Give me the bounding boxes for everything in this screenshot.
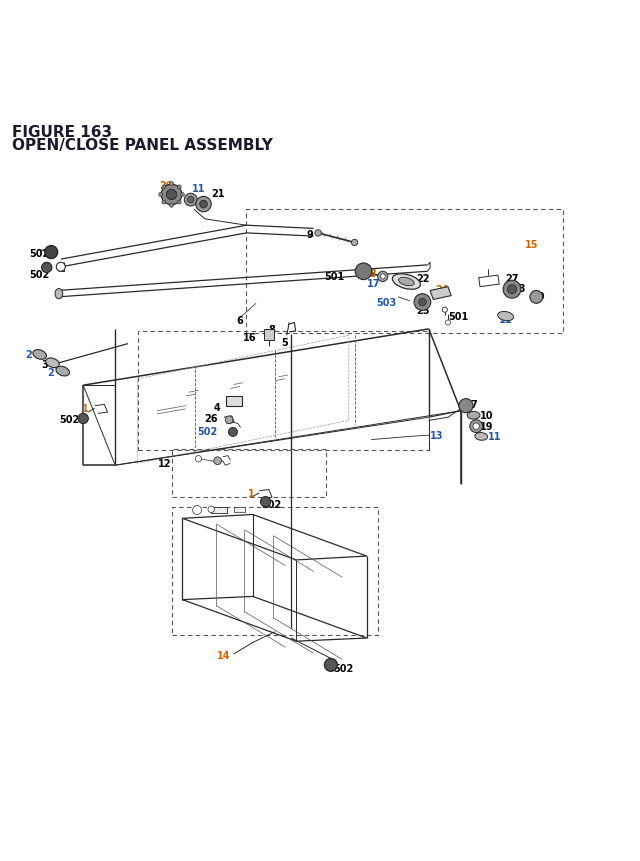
Circle shape bbox=[470, 420, 483, 433]
Text: 9: 9 bbox=[538, 291, 545, 301]
Text: 8: 8 bbox=[268, 325, 275, 334]
Circle shape bbox=[200, 201, 207, 208]
Circle shape bbox=[170, 183, 173, 186]
Bar bbox=[211, 507, 227, 514]
Circle shape bbox=[228, 428, 237, 437]
Polygon shape bbox=[430, 288, 451, 300]
Circle shape bbox=[324, 659, 337, 672]
Circle shape bbox=[78, 414, 88, 424]
Circle shape bbox=[315, 231, 321, 237]
Circle shape bbox=[196, 197, 211, 213]
Circle shape bbox=[473, 424, 479, 430]
Text: 16: 16 bbox=[243, 333, 256, 343]
Text: 502: 502 bbox=[60, 415, 80, 424]
Ellipse shape bbox=[475, 433, 488, 441]
Text: 20: 20 bbox=[159, 181, 173, 190]
Text: 501: 501 bbox=[448, 312, 468, 322]
Text: 3: 3 bbox=[41, 360, 48, 369]
Circle shape bbox=[214, 457, 221, 465]
Text: 26: 26 bbox=[204, 414, 218, 424]
Text: 502: 502 bbox=[197, 427, 218, 437]
Circle shape bbox=[162, 186, 166, 189]
Text: 502: 502 bbox=[29, 249, 49, 258]
Text: 15: 15 bbox=[525, 240, 538, 250]
Text: 14: 14 bbox=[217, 651, 230, 660]
Text: 25: 25 bbox=[416, 306, 429, 315]
Text: 4: 4 bbox=[214, 402, 221, 412]
Text: 24: 24 bbox=[435, 285, 449, 294]
Circle shape bbox=[177, 201, 181, 205]
Circle shape bbox=[442, 307, 447, 313]
Circle shape bbox=[225, 417, 233, 424]
Text: 27: 27 bbox=[506, 273, 519, 283]
Text: 23: 23 bbox=[512, 283, 525, 294]
Text: 13: 13 bbox=[430, 430, 444, 441]
Bar bbox=[264, 330, 274, 341]
Circle shape bbox=[159, 194, 163, 197]
Text: 502: 502 bbox=[29, 270, 49, 280]
Bar bbox=[234, 507, 245, 512]
Circle shape bbox=[195, 456, 202, 462]
Circle shape bbox=[380, 275, 385, 280]
Circle shape bbox=[445, 320, 451, 325]
Circle shape bbox=[177, 186, 181, 189]
Ellipse shape bbox=[467, 412, 480, 419]
Text: 12: 12 bbox=[158, 458, 172, 468]
Circle shape bbox=[208, 506, 214, 513]
Ellipse shape bbox=[392, 275, 420, 290]
Circle shape bbox=[184, 194, 197, 207]
Text: 11: 11 bbox=[499, 315, 513, 325]
Text: 2: 2 bbox=[25, 350, 32, 360]
Circle shape bbox=[170, 204, 173, 208]
Circle shape bbox=[45, 246, 58, 259]
Circle shape bbox=[162, 201, 166, 205]
Text: 9: 9 bbox=[307, 230, 314, 240]
Ellipse shape bbox=[56, 367, 70, 376]
Circle shape bbox=[419, 299, 426, 307]
Text: 1: 1 bbox=[81, 403, 88, 413]
Circle shape bbox=[260, 497, 271, 507]
Circle shape bbox=[188, 197, 194, 203]
Text: 19: 19 bbox=[480, 421, 493, 431]
Ellipse shape bbox=[498, 312, 513, 321]
Circle shape bbox=[166, 190, 177, 201]
Text: 502: 502 bbox=[333, 663, 353, 673]
Circle shape bbox=[508, 285, 516, 294]
Text: 5: 5 bbox=[281, 338, 288, 348]
Circle shape bbox=[459, 400, 473, 413]
Bar bbox=[226, 397, 242, 406]
Text: 6: 6 bbox=[237, 315, 244, 325]
Text: 17: 17 bbox=[367, 278, 381, 288]
Circle shape bbox=[530, 291, 543, 304]
Circle shape bbox=[351, 240, 358, 246]
Text: OPEN/CLOSE PANEL ASSEMBLY: OPEN/CLOSE PANEL ASSEMBLY bbox=[12, 138, 273, 152]
Text: 503: 503 bbox=[376, 298, 397, 307]
Circle shape bbox=[56, 263, 65, 272]
Text: 22: 22 bbox=[416, 273, 429, 283]
Ellipse shape bbox=[33, 350, 47, 360]
Text: 11: 11 bbox=[488, 432, 502, 442]
Ellipse shape bbox=[45, 358, 60, 369]
Ellipse shape bbox=[55, 289, 63, 300]
Text: 2: 2 bbox=[47, 368, 54, 378]
Text: 11: 11 bbox=[192, 184, 205, 194]
Circle shape bbox=[193, 506, 202, 515]
Text: FIGURE 163: FIGURE 163 bbox=[12, 125, 111, 140]
Text: 10: 10 bbox=[480, 410, 493, 420]
Circle shape bbox=[355, 263, 372, 281]
Text: 7: 7 bbox=[470, 400, 477, 410]
Circle shape bbox=[378, 272, 388, 282]
Text: 21: 21 bbox=[211, 189, 225, 199]
Text: 1: 1 bbox=[248, 488, 255, 499]
Ellipse shape bbox=[399, 278, 414, 287]
Circle shape bbox=[503, 281, 521, 299]
Text: 18: 18 bbox=[364, 269, 378, 279]
Circle shape bbox=[161, 185, 182, 206]
Circle shape bbox=[414, 294, 431, 311]
Text: 502: 502 bbox=[261, 499, 282, 509]
Circle shape bbox=[180, 194, 184, 197]
Circle shape bbox=[42, 263, 52, 273]
Text: 501: 501 bbox=[324, 272, 344, 282]
